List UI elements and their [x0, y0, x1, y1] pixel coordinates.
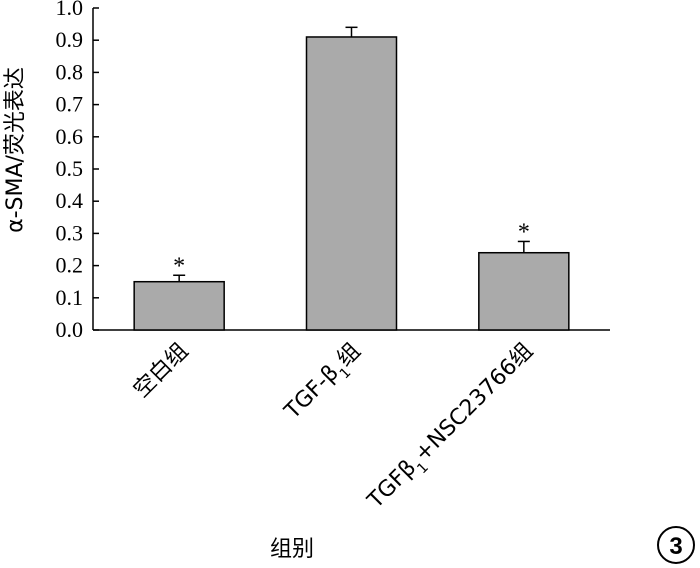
category-label-base: TGFβ: [362, 455, 421, 514]
panel-badge-circle: [657, 526, 695, 564]
y-tick-label: 0.2: [56, 253, 84, 278]
y-tick-label: 0.7: [56, 92, 84, 117]
x-axis-title: 组别: [270, 537, 314, 562]
panel-badge-number: 3: [669, 533, 682, 560]
category-label-base: 空白组: [129, 339, 193, 403]
y-tick-label: 0.6: [56, 124, 84, 149]
y-tick-label: 0.3: [56, 220, 84, 245]
bars: **: [133, 26, 570, 331]
category-label: TGF-β1组: [279, 339, 370, 430]
panel-badge: 3: [657, 526, 695, 564]
y-tick-label: 0.0: [56, 317, 84, 342]
y-tick-label: 0.5: [56, 156, 84, 181]
category-label-base: TGF-β: [279, 360, 343, 424]
bar: [305, 36, 398, 331]
category-label: TGFβ1+NSC23766组: [362, 339, 542, 519]
y-tick-label: 0.4: [56, 188, 84, 213]
y-tick-label: 0.1: [56, 285, 84, 310]
category-label: 空白组: [129, 339, 193, 403]
y-tick-label: 0.8: [56, 59, 84, 84]
significance-star: *: [173, 253, 185, 279]
category-label-tail: 组: [332, 339, 365, 372]
bar: [133, 280, 225, 331]
significance-star: *: [518, 219, 530, 245]
y-tick-label: 1.0: [56, 0, 84, 20]
y-tick-label: 0.9: [56, 27, 84, 52]
category-label-tail: +NSC23766组: [410, 339, 538, 467]
y-axis: 0.0 0.1 0.2 0.3 0.4 0.5 0.6 0.7 0.8 0.9 1.0: [56, 0, 99, 342]
y-axis-title: α-SMA/荧光表达: [3, 67, 28, 233]
bar: [478, 251, 570, 331]
